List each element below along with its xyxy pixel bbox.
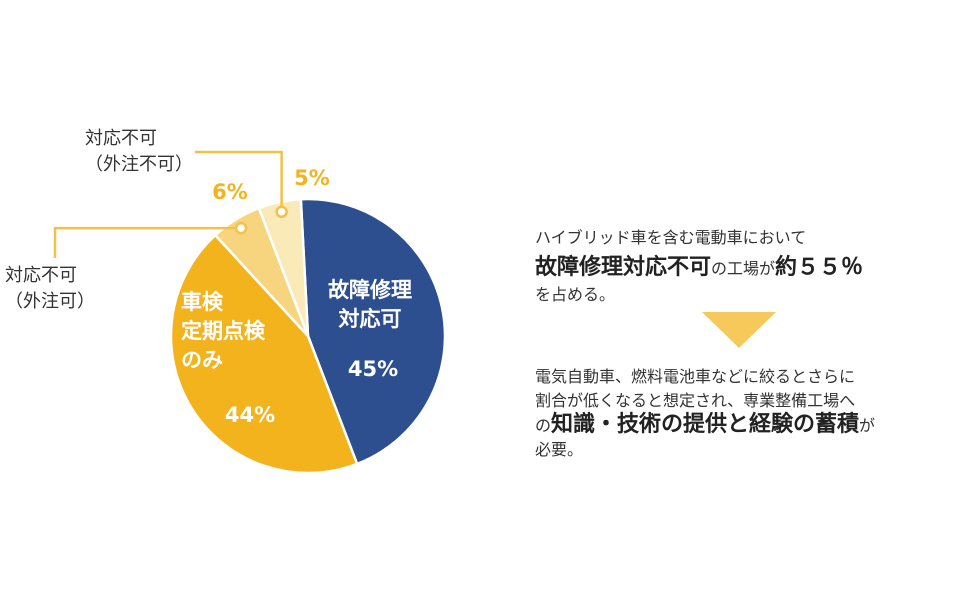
callout-label-2: 対応不可（外注可） [5,265,95,312]
slice-value-3: 5% [294,166,330,190]
detail-line-2: 割合が低くなると想定され、専業整備工場へ [535,391,856,410]
summary-line-3: を占める。 [535,285,616,304]
detail-highlight: 知識・技術の提供と経験の蓄積 [551,412,860,437]
summary-highlight-1: 故障修理対応不可 [535,255,712,280]
slice-value-0: 45% [348,357,398,381]
slice-value-2: 6% [212,180,248,204]
callout-line-3 [195,150,283,207]
summary-connector: の工場が [711,259,776,278]
summary-highlight-2: 約５５％ [775,255,864,280]
summary-line-2: 故障修理対応不可の工場が約５５％ [535,256,955,281]
detail-line-1: 電気自動車、燃料電池車などに絞るとさらに [535,367,856,386]
detail-line-4: 必要。 [535,440,584,459]
detail-suffix: が [859,416,876,435]
slice-label-1: 車検定期点検のみ [181,290,266,372]
callout-dot-2 [234,221,248,235]
callout-line-2 [53,226,237,258]
pie-slice-1 [169,233,359,475]
callout-label-3: 対応不可（外注不可） [85,128,193,175]
detail-block: 電気自動車、燃料電池車などに絞るとさらに 割合が低くなると想定され、専業整備工場… [535,365,955,462]
detail-prefix: の [535,416,552,435]
callout-dot-3 [275,205,288,219]
summary-block: ハイブリッド車を含む電動車において 故障修理対応不可の工場が約５５％ を占める。 [535,226,955,307]
slice-label-0: 故障修理対応可 [328,278,412,331]
pie-slice-3 [257,197,310,337]
summary-line-1: ハイブリッド車を含む電動車において [535,228,807,247]
detail-line-3: の知識・技術の提供と経験の蓄積が [535,413,955,438]
down-arrow-icon [702,312,776,348]
slice-value-1: 44% [225,403,275,427]
pie-slice-0 [299,197,447,466]
